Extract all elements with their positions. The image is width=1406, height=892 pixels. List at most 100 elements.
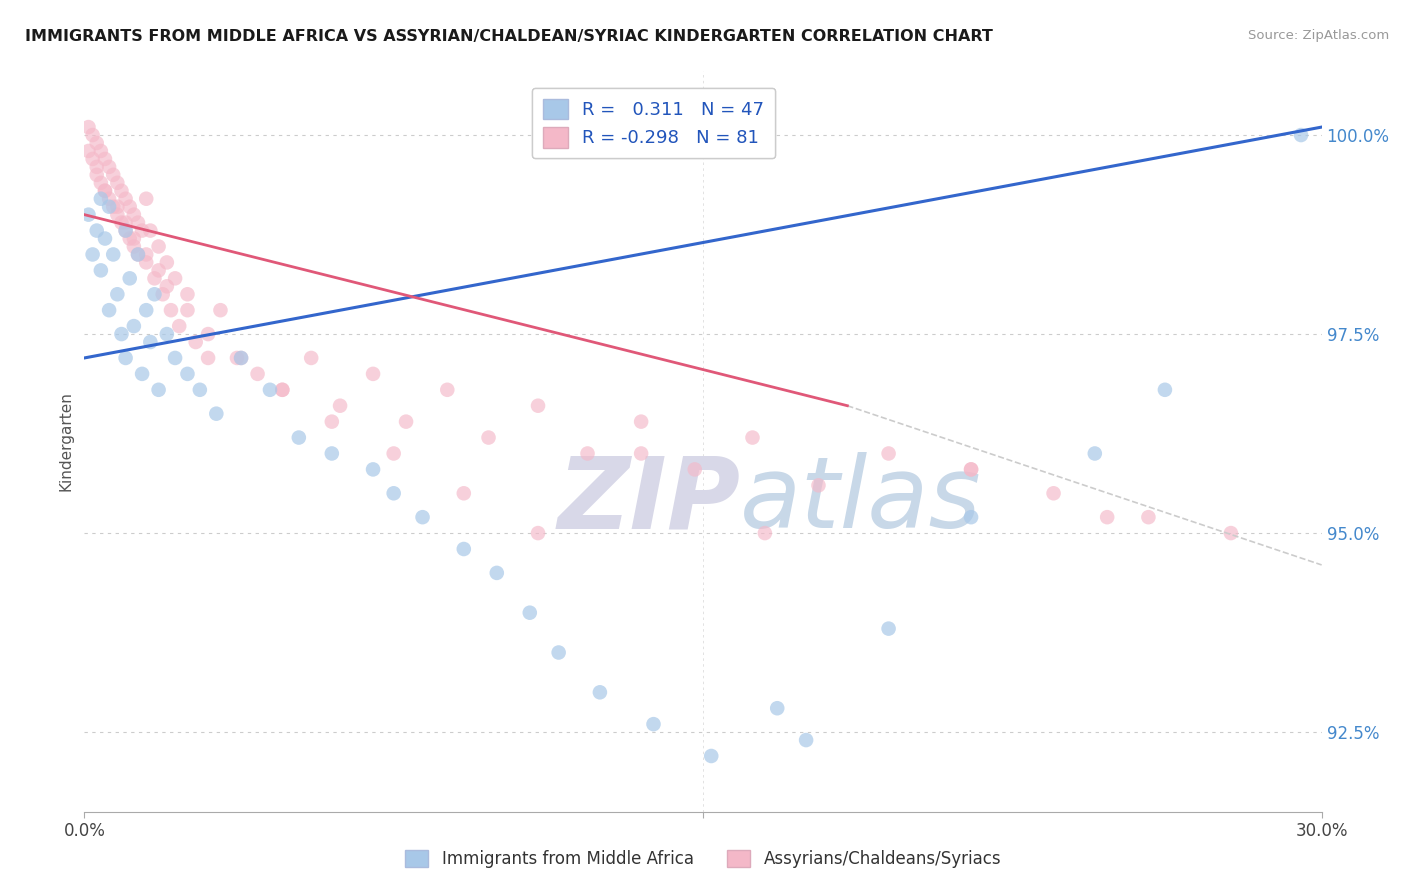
Point (527, 399, 550, 413)
Point (110, 327, 132, 342)
Point (246, 367, 269, 381)
Text: Source: ZipAtlas.com: Source: ZipAtlas.com (1249, 29, 1389, 42)
Point (118, 271, 141, 285)
Point (156, 255, 179, 269)
Point (205, 407, 228, 421)
Point (135, 247, 157, 261)
Point (485, 566, 508, 580)
Point (148, 383, 170, 397)
Point (395, 415, 418, 429)
Point (90, 192, 112, 206)
Point (90, 144, 112, 158)
Point (86, 168, 108, 182)
Point (197, 351, 219, 365)
Point (229, 351, 252, 365)
Point (1084, 446, 1107, 460)
Point (176, 303, 198, 318)
Point (1095, 510, 1118, 524)
Point (188, 383, 211, 397)
Point (165, 351, 187, 365)
Point (98, 200, 121, 214)
Point (176, 367, 198, 381)
Point (90, 176, 112, 190)
Point (167, 319, 190, 334)
Point (94, 152, 117, 166)
Point (156, 327, 179, 342)
Point (165, 271, 187, 285)
Point (118, 200, 141, 214)
Point (139, 334, 162, 349)
Point (122, 239, 145, 253)
Point (118, 231, 141, 245)
Point (741, 431, 763, 445)
Point (86, 223, 108, 237)
Point (382, 446, 405, 460)
Point (1042, 486, 1064, 500)
Point (103, 200, 125, 214)
Point (98, 192, 121, 206)
Point (630, 446, 652, 460)
Point (576, 446, 599, 460)
Point (98, 303, 121, 318)
Point (143, 271, 166, 285)
Point (288, 431, 311, 445)
Point (630, 415, 652, 429)
Point (176, 287, 198, 301)
Point (1219, 526, 1241, 541)
Point (271, 383, 294, 397)
Point (143, 287, 166, 301)
Point (436, 383, 458, 397)
Point (94, 231, 117, 245)
Point (114, 351, 136, 365)
Point (527, 526, 550, 541)
Point (271, 383, 294, 397)
Point (453, 486, 475, 500)
Point (105, 287, 128, 301)
Text: IMMIGRANTS FROM MIDDLE AFRICA VS ASSYRIAN/CHALDEAN/SYRIAC KINDERGARTEN CORRELATI: IMMIGRANTS FROM MIDDLE AFRICA VS ASSYRIA… (25, 29, 993, 44)
Point (807, 478, 830, 492)
Point (82, 152, 104, 166)
Point (114, 223, 136, 237)
Text: atlas: atlas (740, 452, 981, 549)
Point (135, 303, 157, 318)
Point (794, 733, 817, 747)
Point (77, 144, 100, 158)
Legend: Immigrants from Middle Africa, Assyrians/Chaldeans/Syriacs: Immigrants from Middle Africa, Assyrians… (398, 843, 1008, 875)
Point (1137, 510, 1160, 524)
Point (105, 176, 128, 190)
Point (299, 351, 322, 365)
Point (156, 279, 179, 293)
Point (131, 367, 153, 381)
Point (754, 526, 776, 541)
Point (877, 446, 900, 460)
Point (589, 685, 612, 699)
Point (110, 184, 132, 198)
Point (86, 160, 108, 174)
Point (184, 334, 207, 349)
Point (127, 247, 149, 261)
Point (519, 606, 541, 620)
Point (110, 216, 132, 230)
Point (321, 415, 343, 429)
Point (152, 287, 174, 301)
Point (148, 263, 170, 277)
Legend: R =   0.311   N = 47, R = -0.298   N = 81: R = 0.311 N = 47, R = -0.298 N = 81 (531, 87, 775, 159)
Point (114, 216, 136, 230)
Point (86, 136, 108, 150)
Point (122, 208, 145, 222)
Point (960, 510, 983, 524)
Point (105, 200, 128, 214)
Point (82, 128, 104, 142)
Point (127, 216, 149, 230)
Point (90, 263, 112, 277)
Point (127, 247, 149, 261)
Point (135, 192, 157, 206)
Point (229, 351, 252, 365)
Point (766, 701, 789, 715)
Point (329, 399, 352, 413)
Point (412, 510, 434, 524)
Point (148, 239, 170, 253)
Text: ZIP: ZIP (557, 452, 740, 549)
Point (382, 486, 405, 500)
Point (453, 541, 475, 556)
